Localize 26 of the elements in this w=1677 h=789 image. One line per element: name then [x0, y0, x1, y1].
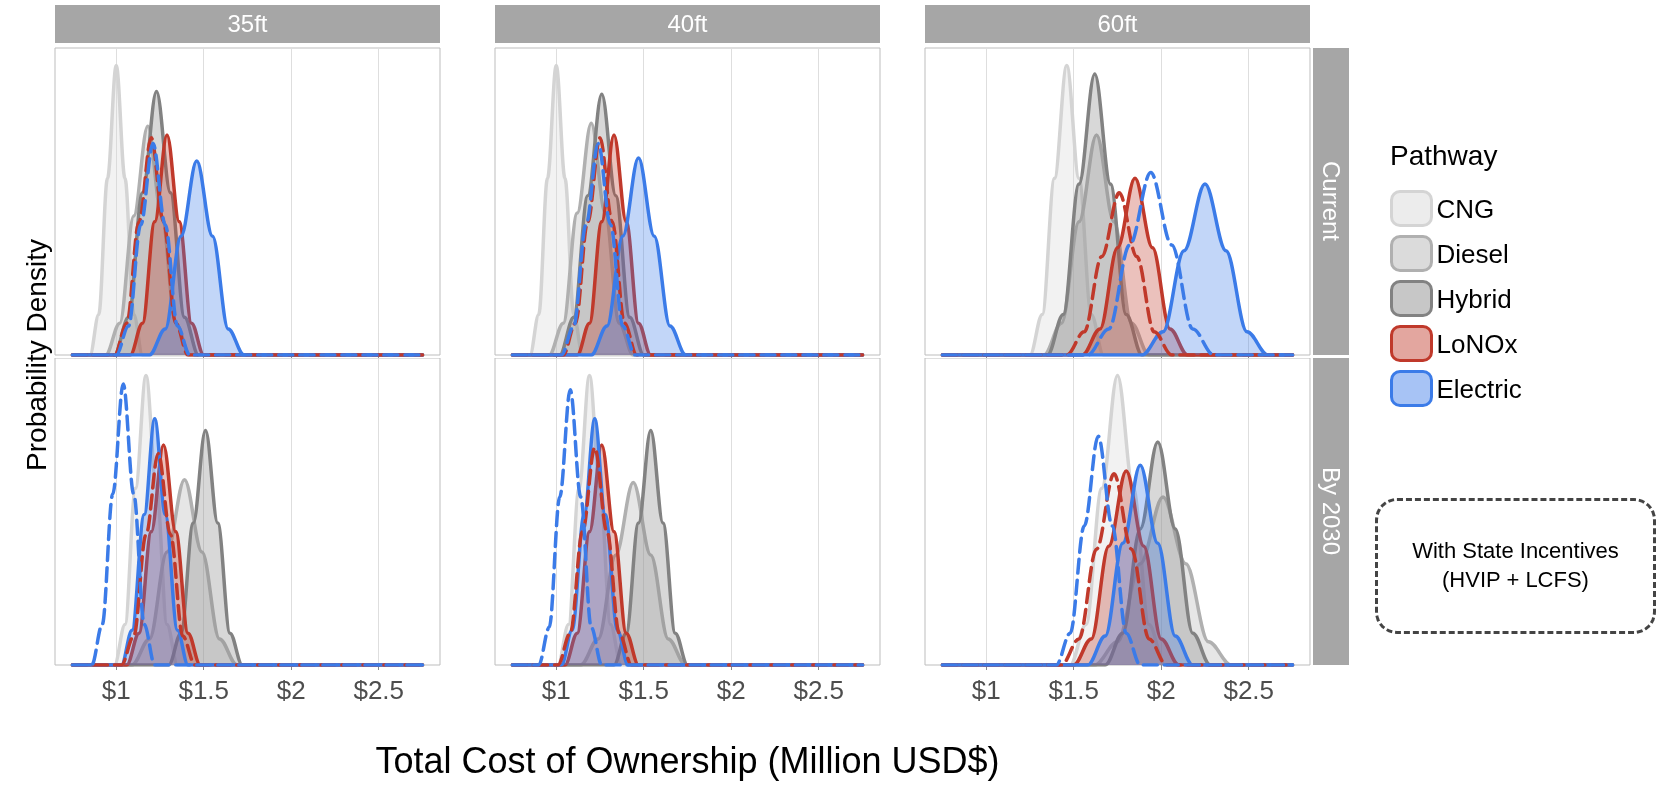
x-tick-label: $1: [541, 675, 571, 705]
x-tick-label: $1.5: [618, 675, 670, 705]
x-tick-label: $1.5: [1048, 675, 1100, 705]
chart-title: 35ft: [55, 5, 440, 43]
x-tick-label: $2: [276, 675, 306, 705]
legend-title: Pathway: [1390, 140, 1498, 172]
legend-label: Hybrid: [1436, 283, 1512, 314]
x-tick-label: $2: [716, 675, 746, 705]
text: By 2030: [1313, 358, 1349, 665]
text: With State Incentives (HVIP + LCFS): [1375, 498, 1656, 634]
x-tick-label: $1: [971, 675, 1001, 705]
x-tick-label: $1: [101, 675, 131, 705]
text: Current: [1313, 48, 1349, 355]
legend-label: Electric: [1436, 373, 1522, 404]
legend-label: Diesel: [1436, 238, 1509, 269]
y-axis-title: Probability Density: [21, 238, 53, 473]
legend-label: LoNOx: [1436, 328, 1518, 359]
x-tick-label: $2.5: [1223, 675, 1275, 705]
chart-title: 60ft: [925, 5, 1310, 43]
x-tick-label: $2.5: [793, 675, 845, 705]
chart-title: 40ft: [495, 5, 880, 43]
x-axis-title: Total Cost of Ownership (Million USD$): [374, 740, 1001, 782]
x-tick-label: $2: [1146, 675, 1176, 705]
x-tick-label: $1.5: [178, 675, 230, 705]
x-tick-label: $2.5: [353, 675, 405, 705]
legend-label: CNG: [1436, 193, 1495, 224]
